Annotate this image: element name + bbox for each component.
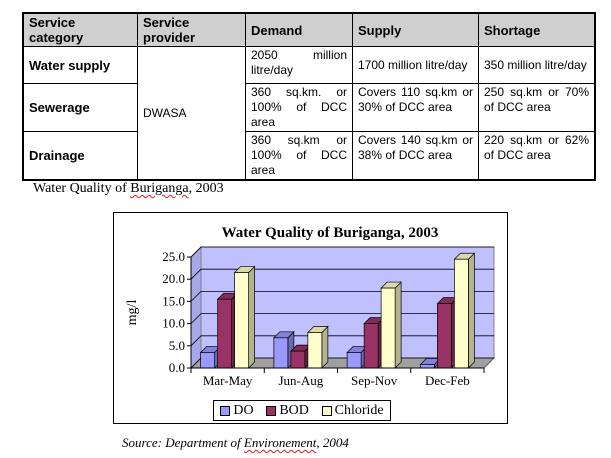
- legend-swatch-do: [220, 405, 231, 416]
- table-row: Drainage 360 sq.km or 100% of DCC area C…: [22, 131, 596, 181]
- legend-swatch-bod: [266, 405, 277, 416]
- legend-item-bod: BOD: [266, 403, 309, 419]
- water-quality-chart: Water Quality of Buriganga, 2003 0.0 5.0 10…: [125, 225, 496, 388]
- bar-bod: [437, 303, 452, 369]
- provider-cell: DWASA: [137, 46, 246, 181]
- x-tick-label: Mar-May: [203, 373, 253, 388]
- gridline: [190, 268, 494, 280]
- source-caption: Source: Department of Environement, 2004: [122, 435, 349, 451]
- y-tick-label: 10.0: [162, 316, 185, 331]
- legend-item-chloride: Chloride: [321, 402, 384, 419]
- bar-chloride-side: [321, 325, 329, 369]
- shortage-cell: 250 sq.km or 70% of DCC area: [478, 83, 596, 132]
- category-cell: Drainage: [22, 131, 138, 181]
- supply-cell: Covers 110 sq.km or 30% of DCC area: [352, 83, 479, 132]
- shortage-cell: 220 sq.km or 62% of DCC area: [478, 131, 596, 181]
- bar-bod: [290, 350, 306, 369]
- demand-cell: 2050 million litre/day: [245, 46, 353, 84]
- chart-title: Water Quality of Buriganga, 2003: [222, 225, 439, 241]
- table-row: Sewerage 360 sq.km. or 100% of DCC area …: [22, 83, 596, 132]
- chart-frame: Water Quality of Buriganga, 2003 0.0 5.0 10…: [113, 212, 508, 424]
- x-tick-label: Sep-Nov: [351, 373, 398, 388]
- bar-chloride-side: [394, 281, 402, 369]
- y-tick-label: 25.0: [162, 249, 185, 264]
- bar-do: [346, 352, 362, 369]
- plot-side-wall: [190, 245, 202, 370]
- bar-chloride: [307, 332, 323, 369]
- supply-cell: Covers 140 sq.km or 38% of DCC area: [352, 131, 479, 181]
- legend-swatch-chloride: [321, 405, 332, 416]
- bar-chloride: [380, 287, 396, 369]
- bar-bod: [363, 323, 379, 369]
- heading-underlined-word: Buriganga: [130, 181, 189, 196]
- header-service-provider: Service provider: [137, 12, 246, 47]
- gridline: [190, 246, 494, 258]
- bar-do: [200, 352, 215, 369]
- demand-cell: 360 sq.km or 100% of DCC area: [245, 131, 353, 181]
- y-tick-label: 5.0: [169, 338, 185, 353]
- source-suffix: , 2004: [316, 435, 349, 450]
- bar-chloride-side: [248, 265, 255, 369]
- table-header-row: Service category Service provider Demand…: [22, 12, 596, 47]
- demand-cell: 360 sq.km. or 100% of DCC area: [245, 83, 353, 132]
- x-tick-label: Jun-Aug: [278, 373, 323, 388]
- bar-do: [420, 364, 435, 369]
- figure-heading: Water Quality of Buriganga, 2003: [33, 181, 224, 197]
- header-shortage: Shortage: [478, 12, 596, 47]
- heading-prefix: Water Quality of: [33, 181, 131, 196]
- bar-chloride: [454, 258, 469, 369]
- heading-suffix: , 2003: [188, 181, 224, 196]
- legend-item-do: DO: [220, 402, 254, 419]
- header-service-category: Service category: [22, 12, 138, 47]
- bar-chloride: [234, 272, 249, 369]
- y-tick-label: 15.0: [162, 293, 185, 308]
- category-cell: Water supply: [22, 46, 138, 84]
- shortage-cell: 350 million litre/day: [478, 46, 596, 84]
- chart-legend: DO BOD Chloride: [213, 400, 391, 421]
- table-row: Water supply DWASA 2050 million litre/da…: [22, 46, 596, 181]
- y-axis-label: mg/l: [125, 300, 140, 326]
- source-prefix: Source: Department of: [122, 435, 244, 450]
- legend-label-chloride: Chloride: [334, 402, 384, 418]
- legend-label-bod: BOD: [279, 402, 309, 418]
- header-demand: Demand: [245, 12, 353, 47]
- service-table: Service category Service provider Demand…: [22, 12, 596, 181]
- bar-bod: [217, 298, 232, 369]
- y-tick-label: 0.0: [169, 360, 185, 375]
- category-cell: Sewerage: [22, 83, 138, 132]
- y-tick-label: 20.0: [162, 271, 185, 286]
- supply-cell: 1700 million litre/day: [352, 46, 479, 84]
- x-tick-label: Dec-Feb: [425, 373, 470, 388]
- bar-do: [273, 337, 289, 369]
- source-underlined-word: Environement: [243, 435, 317, 450]
- bar-chloride-side: [468, 252, 475, 369]
- legend-label-do: DO: [233, 402, 254, 418]
- header-supply: Supply: [352, 12, 479, 47]
